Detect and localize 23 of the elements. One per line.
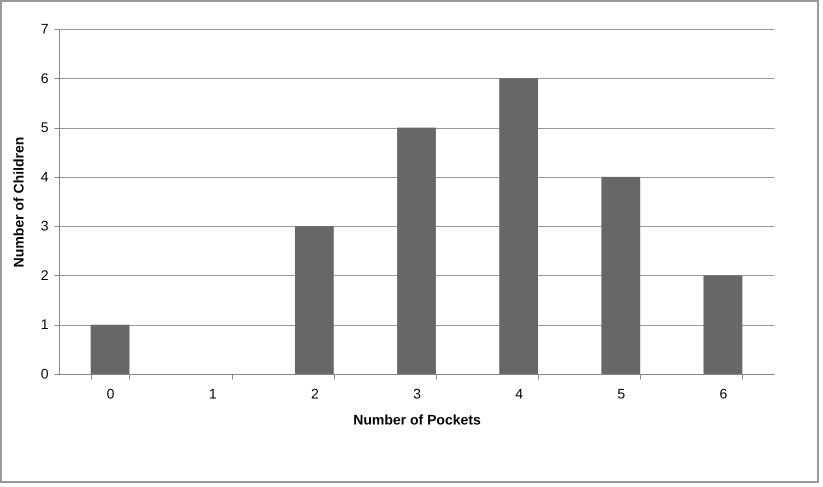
y-tick-label: 4 xyxy=(40,168,49,184)
y-tick-label: 3 xyxy=(40,218,49,234)
y-tick-label: 5 xyxy=(40,119,49,136)
bar xyxy=(397,128,436,374)
y-tick-label: 1 xyxy=(40,316,49,332)
bar xyxy=(601,176,640,374)
x-tick-label: 5 xyxy=(617,386,626,402)
x-tick-label: 0 xyxy=(106,386,115,402)
x-tick-label: 3 xyxy=(413,386,422,402)
x-tick-label: 4 xyxy=(515,386,524,402)
x-tick-label: 1 xyxy=(208,386,217,402)
x-tick-label: 2 xyxy=(310,386,319,402)
y-tick-label: 7 xyxy=(40,20,49,36)
bar xyxy=(499,78,538,374)
bar xyxy=(704,275,742,374)
y-axis-title: Number of Children xyxy=(10,136,27,268)
bar xyxy=(90,324,130,374)
bar xyxy=(294,226,334,374)
x-tick-label: 6 xyxy=(720,386,728,402)
y-tick-label: 6 xyxy=(40,70,49,86)
y-tick-label: 0 xyxy=(40,366,49,382)
y-tick-label: 2 xyxy=(40,266,49,283)
x-axis-title: Number of Pockets xyxy=(353,412,482,428)
